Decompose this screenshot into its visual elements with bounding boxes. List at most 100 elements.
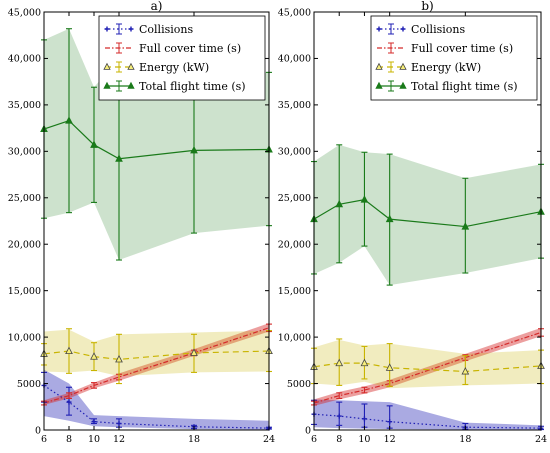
- data-point: [66, 399, 72, 405]
- legend-label: Energy (kW): [411, 61, 481, 74]
- y-tick-label: 35,000: [8, 100, 41, 111]
- x-tick-label: 10: [88, 434, 100, 445]
- legend: Collisions Full cover time (s) Energy (kW)…: [370, 15, 538, 101]
- y-tick-label: 30,000: [8, 147, 41, 158]
- x-tick-label: 18: [459, 434, 471, 445]
- y-tick-label: 10,000: [8, 332, 41, 343]
- y-tick-label: 25,000: [8, 193, 41, 204]
- legend-marker: [376, 26, 382, 32]
- error-bar: [336, 392, 343, 399]
- legend-marker: [128, 26, 134, 32]
- legend-label: Energy (kW): [139, 61, 209, 74]
- legend: Collisions Full cover time (s) Energy (kW)…: [98, 15, 266, 101]
- y-tick-label: 45,000: [8, 7, 41, 18]
- y-tick-label: 5000: [287, 379, 311, 390]
- legend-marker: [127, 62, 135, 70]
- legend-label: Full cover time (s): [411, 42, 513, 55]
- plot-frame: [43, 11, 270, 431]
- x-tick-label: 24: [535, 434, 547, 445]
- error-bar: [361, 386, 368, 394]
- legend-label: Full cover time (s): [139, 42, 241, 55]
- y-tick-label: 10,000: [278, 332, 311, 343]
- data-point: [336, 413, 342, 419]
- data-point: [115, 154, 123, 162]
- data-point: [361, 416, 367, 422]
- series-line: [43, 350, 270, 361]
- data-point: [91, 419, 97, 425]
- y-tick-label: 45,000: [278, 7, 311, 18]
- legend-marker: [400, 26, 406, 32]
- data-point: [116, 420, 122, 426]
- series-band: [314, 327, 541, 406]
- data-point: [65, 346, 73, 355]
- data-point: [90, 352, 98, 360]
- data-point: [335, 358, 344, 367]
- y-tick-label: 0: [305, 425, 311, 436]
- panel-2: 0 5000 10,000 15,000 20,000 25,000 30,000 35,00…: [278, 0, 547, 445]
- plot-frame: [313, 11, 542, 431]
- y-tick-label: 15,000: [278, 286, 311, 297]
- series-band: [44, 369, 269, 430]
- x-tick-label: 6: [41, 434, 47, 445]
- x-tick-label: 6: [311, 434, 317, 445]
- series-line: [43, 119, 270, 160]
- y-tick-label: 20,000: [278, 240, 311, 251]
- x-tick-label: 8: [66, 434, 72, 445]
- y-tick-label: 40,000: [8, 54, 41, 65]
- series-line: [313, 331, 542, 404]
- y-tick-label: 0: [35, 425, 41, 436]
- x-tick-label: 24: [263, 434, 275, 445]
- data-point: [335, 199, 344, 208]
- y-tick-label: 20,000: [8, 240, 41, 251]
- y-tick-label: 25,000: [278, 193, 311, 204]
- x-tick-label: 10: [358, 434, 370, 445]
- series-band: [44, 329, 269, 377]
- series-band: [314, 399, 541, 430]
- series-band: [44, 323, 269, 405]
- data-point: [385, 363, 394, 371]
- data-point: [90, 140, 98, 148]
- panel-1: 0 5000 10,000 15,000 20,000 25,000 30,000 35,00…: [8, 0, 275, 445]
- legend-marker: [103, 81, 111, 89]
- y-tick-label: 5000: [17, 379, 41, 390]
- series-line: [313, 413, 542, 429]
- data-point: [115, 354, 123, 363]
- x-tick-label: 12: [384, 434, 396, 445]
- series-line: [43, 384, 270, 429]
- data-point: [461, 222, 470, 230]
- legend-label: Collisions: [411, 23, 465, 36]
- series-band: [314, 339, 541, 389]
- data-point: [190, 145, 198, 154]
- data-point: [190, 348, 198, 356]
- data-point: [360, 358, 369, 367]
- series-band: [314, 144, 541, 286]
- x-tick-label: 8: [336, 434, 342, 445]
- y-tick-label: 15,000: [8, 286, 41, 297]
- data-point: [360, 195, 369, 203]
- panel-title: a): [151, 0, 163, 13]
- legend-marker: [127, 81, 135, 89]
- error-bar: [91, 382, 97, 389]
- x-tick-label: 12: [113, 434, 125, 445]
- legend-label: Total flight time (s): [139, 80, 246, 93]
- data-point: [65, 116, 73, 124]
- series-line: [313, 198, 542, 228]
- panel-title: b): [421, 0, 433, 13]
- data-point: [461, 367, 470, 375]
- y-tick-label: 35,000: [278, 100, 311, 111]
- y-tick-label: 30,000: [278, 147, 311, 158]
- data-point: [385, 214, 394, 223]
- legend-marker: [104, 26, 110, 32]
- legend-marker: [399, 62, 407, 70]
- legend-marker: [375, 62, 383, 70]
- y-tick-label: 40,000: [278, 54, 311, 65]
- legend-marker: [103, 62, 111, 70]
- series-line: [313, 362, 542, 373]
- legend-marker: [375, 81, 383, 89]
- legend-marker: [399, 81, 407, 89]
- data-point: [387, 419, 393, 425]
- x-tick-label: 18: [188, 434, 200, 445]
- legend-label: Total flight time (s): [411, 80, 518, 93]
